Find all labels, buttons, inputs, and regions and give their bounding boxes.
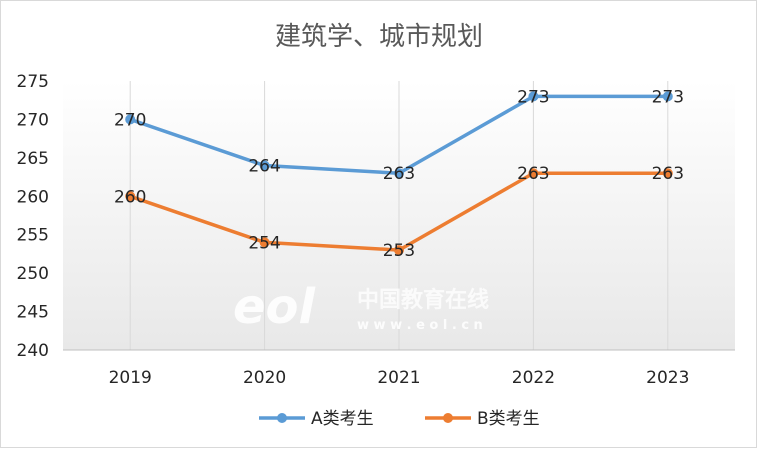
x-tick-label-2020: 2020 [243, 368, 286, 388]
data-label-s1-2023: 273 [652, 87, 684, 107]
data-point-s2-2020 [259, 237, 270, 248]
x-tick-label-2021: 2021 [377, 368, 420, 388]
x-tick-label-2023: 2023 [646, 368, 689, 388]
data-point-s2-2022 [528, 168, 539, 179]
data-label-s1-2021: 263 [383, 164, 415, 184]
vertical-grid [129, 81, 669, 350]
y-tick-label-275: 275 [17, 72, 49, 92]
data-labels: 270 264 263 273 273 260 254 253 263 263 [114, 87, 684, 261]
watermark: eol 中国教育在线 w w w . e o l . c n [233, 279, 489, 335]
legend-label-2: B类考生 [477, 409, 540, 429]
y-tick-label-265: 265 [17, 149, 49, 169]
data-label-s1-2019: 270 [114, 110, 146, 130]
data-label-s2-2020: 254 [248, 233, 280, 253]
legend-label-1: A类考生 [311, 409, 374, 429]
data-point-s2-2021 [394, 245, 404, 256]
data-label-s2-2019: 260 [114, 187, 146, 207]
series-group [125, 91, 673, 256]
data-label-s1-2020: 264 [248, 157, 280, 177]
y-tick-label-245: 245 [17, 303, 49, 323]
data-point-s1-2019 [125, 114, 136, 125]
data-point-s2-2023 [662, 168, 673, 179]
x-tick-label-2022: 2022 [512, 368, 555, 388]
data-label-s2-2023: 263 [652, 164, 684, 184]
y-tick-label-270: 270 [17, 110, 49, 130]
legend-marker-1 [277, 413, 287, 423]
chart-title: 建筑学、城市规划 [275, 22, 483, 52]
data-point-s1-2020 [259, 160, 270, 171]
y-tick-label-260: 260 [17, 187, 49, 207]
data-label-s2-2021: 253 [383, 241, 415, 261]
data-point-s1-2021 [394, 168, 404, 179]
data-label-s2-2022: 263 [517, 164, 549, 184]
y-tick-label-250: 250 [17, 264, 49, 284]
x-tick-label-2019: 2019 [109, 368, 152, 388]
data-point-s1-2023 [662, 91, 673, 102]
data-label-s1-2022: 273 [517, 87, 549, 107]
legend: A类考生 B类考生 [259, 409, 540, 429]
y-axis-ticks: 240 245 250 255 260 265 270 275 [17, 72, 49, 361]
y-tick-label-240: 240 [17, 341, 49, 361]
watermark-cn: 中国教育在线 [357, 287, 489, 313]
x-axis-ticks: 2019 2020 2021 2022 2023 [109, 368, 690, 388]
data-point-s1-2022 [528, 91, 539, 102]
legend-marker-2 [443, 413, 453, 423]
watermark-logo: eol [233, 279, 316, 335]
watermark-url: w w w . e o l . c n [357, 318, 483, 333]
y-tick-label-255: 255 [17, 226, 49, 246]
data-point-s2-2019 [125, 191, 136, 202]
